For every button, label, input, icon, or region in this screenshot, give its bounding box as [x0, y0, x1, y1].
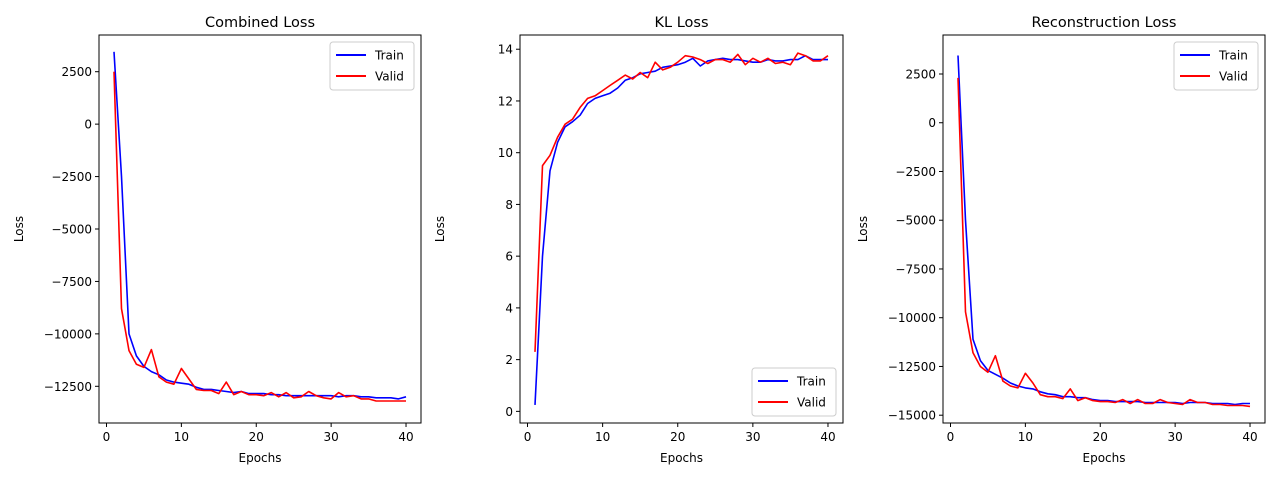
legend: Train Valid [329, 41, 415, 91]
y-tick-label: 14 [498, 43, 513, 57]
x-axis-label: Epochs [239, 451, 282, 465]
x-tick-label: 0 [103, 430, 111, 444]
plot-frame [519, 34, 844, 424]
y-tick-label: 0 [84, 118, 92, 132]
x-tick-label: 0 [947, 430, 955, 444]
series-line-train [957, 55, 1250, 406]
y-tick-label: 0 [505, 405, 513, 419]
y-tick-label: −5000 [895, 214, 936, 228]
y-tick-label: 6 [505, 250, 513, 264]
y-axis-label: Loss [433, 216, 447, 242]
legend: Train Valid [1173, 41, 1259, 91]
plot-frame [942, 34, 1266, 424]
legend-label-valid: Valid [375, 70, 404, 84]
y-axis-label: Loss [12, 216, 26, 242]
y-tick-label: −7500 [51, 275, 92, 289]
x-tick-label: 0 [524, 430, 532, 444]
plot-frame [98, 34, 422, 424]
y-tick-label: −2500 [51, 170, 92, 184]
y-tick-label: −12500 [888, 360, 936, 374]
series-line-valid [113, 71, 406, 402]
series-line-valid [957, 77, 1251, 408]
legend-label-train: Train [374, 49, 404, 63]
y-tick-label: 4 [505, 301, 513, 315]
legend: Train Valid [751, 367, 837, 417]
x-axis-label: Epochs [1083, 451, 1126, 465]
x-tick-label: 30 [323, 430, 338, 444]
legend-label-train: Train [1218, 49, 1248, 63]
subplot-1: 0 10 20 30 40 0 2 4 6 8 10 12 14 KL Loss Epochs Loss Tra… [433, 15, 844, 465]
x-tick-label: 10 [1018, 430, 1033, 444]
subplot-0: 0 10 20 30 40 2500 0 −2500 −5000 −7500 −10000 −1250… [12, 15, 422, 465]
y-tick-label: −7500 [895, 262, 936, 276]
chart-title: KL Loss [655, 15, 709, 31]
legend-label-valid: Valid [1219, 70, 1248, 84]
y-tick-label: −10000 [44, 327, 92, 341]
chart-title: Combined Loss [205, 15, 315, 31]
legend-label-train: Train [796, 375, 826, 389]
y-tick-label: −2500 [895, 165, 936, 179]
x-tick-label: 10 [174, 430, 189, 444]
series-line-train [534, 54, 828, 405]
x-axis-label: Epochs [660, 451, 703, 465]
x-tick-label: 40 [398, 430, 413, 444]
x-tick-label: 30 [745, 430, 760, 444]
x-tick-label: 40 [820, 430, 835, 444]
y-tick-label: −15000 [888, 409, 936, 423]
y-axis-label: Loss [856, 216, 870, 242]
x-tick-label: 20 [249, 430, 264, 444]
y-tick-label: −10000 [888, 311, 936, 325]
series-line-train [113, 51, 407, 400]
y-tick-label: 2 [505, 353, 513, 367]
x-tick-label: 10 [595, 430, 610, 444]
y-tick-label: 8 [505, 198, 513, 212]
x-tick-label: 40 [1242, 430, 1257, 444]
y-tick-label: 2500 [905, 67, 936, 81]
subplot-2: 0 10 20 30 40 2500 0 −2500 −5000 −7500 −10000 −1250… [856, 15, 1266, 465]
series-line-valid [534, 52, 829, 352]
y-tick-label: −12500 [44, 380, 92, 394]
y-tick-label: 2500 [61, 65, 92, 79]
y-tick-label: 12 [498, 94, 513, 108]
y-tick-label: 10 [498, 146, 513, 160]
x-tick-label: 20 [1093, 430, 1108, 444]
y-tick-label: 0 [928, 116, 936, 130]
chart-title: Reconstruction Loss [1032, 15, 1177, 31]
legend-label-valid: Valid [797, 396, 826, 410]
x-tick-label: 20 [670, 430, 685, 444]
y-tick-label: −5000 [51, 223, 92, 237]
x-tick-label: 30 [1167, 430, 1182, 444]
